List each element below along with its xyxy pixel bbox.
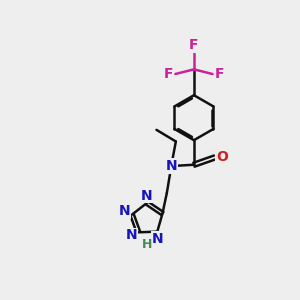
Text: N: N [166,159,178,173]
Text: N: N [152,232,163,246]
Text: N: N [125,228,137,242]
Text: F: F [189,38,199,52]
Text: N: N [141,189,153,203]
Text: H: H [142,238,152,251]
Text: N: N [119,205,130,218]
Text: F: F [215,67,224,81]
Text: O: O [216,151,228,164]
Text: F: F [163,67,173,81]
